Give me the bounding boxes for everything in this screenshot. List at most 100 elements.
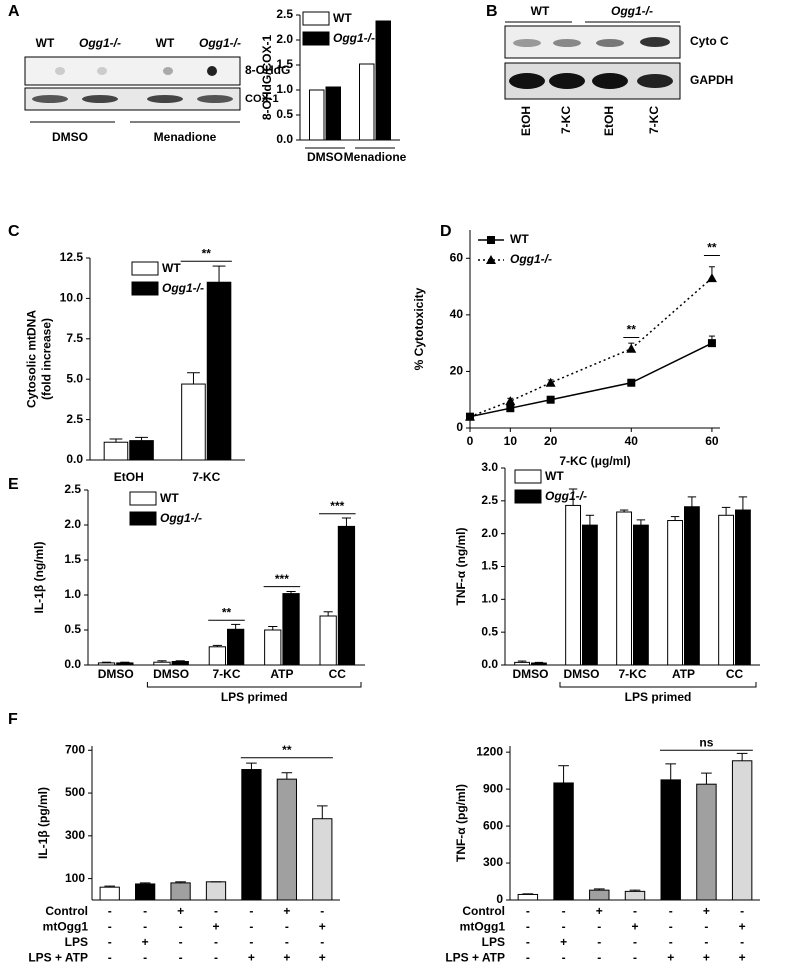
- legend-label: Ogg1-/-: [160, 511, 202, 525]
- y-tick-label: 0: [496, 892, 503, 906]
- y-tick-label: 300: [65, 828, 85, 842]
- blot-band: [509, 73, 545, 89]
- series-line: [469, 277, 713, 418]
- x-tick-label: DMSO: [564, 667, 600, 681]
- legend-swatch: [514, 469, 542, 484]
- condition-sign: -: [179, 920, 183, 934]
- y-tick-label: 2.0: [481, 526, 498, 540]
- condition-sign: -: [562, 904, 566, 918]
- y-axis-label: Cytosolic mtDNA: [25, 310, 39, 408]
- bar: [337, 525, 356, 666]
- condition-sign: -: [214, 904, 218, 918]
- condition-sign: -: [108, 920, 112, 934]
- condition-sign: +: [703, 904, 710, 918]
- group-label: DMSO: [52, 130, 88, 144]
- x-tick-label: 7-KC: [192, 470, 220, 484]
- condition-sign: -: [214, 951, 218, 965]
- bar: [517, 893, 539, 901]
- x-tick-label: 0: [467, 434, 474, 448]
- bar: [667, 520, 683, 666]
- condition-sign: -: [633, 935, 637, 949]
- bar: [135, 883, 156, 901]
- significance-label: **: [627, 323, 637, 337]
- y-tick-label: 1.5: [481, 559, 498, 573]
- bar: [205, 881, 227, 901]
- condition-sign: -: [108, 935, 112, 949]
- x-tick-label: 7-KC: [212, 667, 240, 681]
- legend-label: WT: [333, 11, 352, 25]
- y-tick-label: 0.0: [64, 657, 81, 671]
- condition-sign: -: [562, 920, 566, 934]
- condition-sign: +: [142, 935, 149, 949]
- x-tick-label: 60: [705, 434, 719, 448]
- condition-sign: -: [320, 904, 324, 918]
- condition-sign: -: [526, 935, 530, 949]
- legend-label: Ogg1-/-: [510, 252, 552, 266]
- condition-sign: -: [320, 935, 324, 949]
- y-tick-label: 1.0: [481, 592, 498, 606]
- condition-label: mtOgg1: [460, 920, 506, 934]
- y-axis-label: TNF-α (ng/ml): [454, 527, 468, 605]
- panel-label: E: [8, 476, 19, 493]
- group-label: Ogg1-/-: [611, 4, 653, 18]
- bar: [565, 504, 581, 666]
- marker: [486, 255, 496, 264]
- condition-sign: +: [283, 951, 290, 965]
- group-bracket: [146, 682, 362, 688]
- bar: [696, 783, 717, 901]
- y-tick-label: 0: [456, 420, 463, 434]
- condition-sign: -: [704, 935, 708, 949]
- marker: [505, 396, 516, 406]
- bar: [129, 440, 154, 461]
- condition-sign: +: [319, 951, 326, 965]
- condition-sign: -: [143, 951, 147, 965]
- y-tick-label: 2.0: [276, 32, 293, 46]
- bar: [718, 514, 734, 666]
- blot-band: [513, 39, 541, 47]
- significance-label: **: [282, 743, 292, 757]
- row-label: GAPDH: [690, 73, 733, 87]
- bar: [116, 662, 134, 666]
- condition-sign: -: [143, 920, 147, 934]
- legend-swatch: [131, 281, 159, 296]
- condition-label: LPS + ATP: [445, 951, 505, 965]
- blot-b: WT Ogg1-/- Cyto C GAPDH EtOH 7-KC EtOH 7…: [504, 4, 733, 136]
- condition-sign: -: [669, 920, 673, 934]
- blot-band: [553, 39, 581, 47]
- lane-label: EtOH: [602, 106, 616, 136]
- x-tick-label: 7-KC: [618, 667, 646, 681]
- condition-label: LPS: [482, 935, 505, 949]
- y-tick-label: 0.5: [481, 624, 498, 638]
- legend-swatch: [131, 261, 159, 276]
- condition-sign: -: [740, 935, 744, 949]
- blot-band: [82, 95, 118, 103]
- condition-sign: -: [249, 935, 253, 949]
- condition-sign: -: [179, 951, 183, 965]
- y-tick-label: 2.5: [276, 7, 293, 21]
- condition-sign: -: [214, 935, 218, 949]
- condition-sign: +: [248, 951, 255, 965]
- y-tick-label: 2.0: [64, 517, 81, 531]
- condition-sign: +: [283, 904, 290, 918]
- y-tick-label: 40: [450, 307, 464, 321]
- lane-label: Ogg1-/-: [79, 36, 121, 50]
- condition-sign: -: [249, 920, 253, 934]
- legend-swatch: [302, 11, 330, 26]
- y-tick-label: 1.0: [276, 82, 293, 96]
- significance-label: **: [222, 605, 232, 619]
- y-axis-label: 8-OHdG/COX-1: [260, 35, 274, 121]
- condition-sign: +: [739, 920, 746, 934]
- bar: [103, 441, 129, 461]
- marker: [465, 411, 475, 421]
- bar: [582, 524, 598, 666]
- bar: [531, 662, 547, 666]
- y-axis-label: TNF-α (pg/ml): [454, 784, 468, 862]
- condition-sign: -: [143, 904, 147, 918]
- bar: [171, 661, 189, 666]
- legend-swatch: [129, 491, 157, 506]
- y-tick-label: 900: [483, 781, 503, 795]
- x-tick-label: 10: [504, 434, 518, 448]
- condition-sign: -: [562, 951, 566, 965]
- significance-label: ***: [275, 572, 289, 586]
- x-tick-label: ATP: [270, 667, 293, 681]
